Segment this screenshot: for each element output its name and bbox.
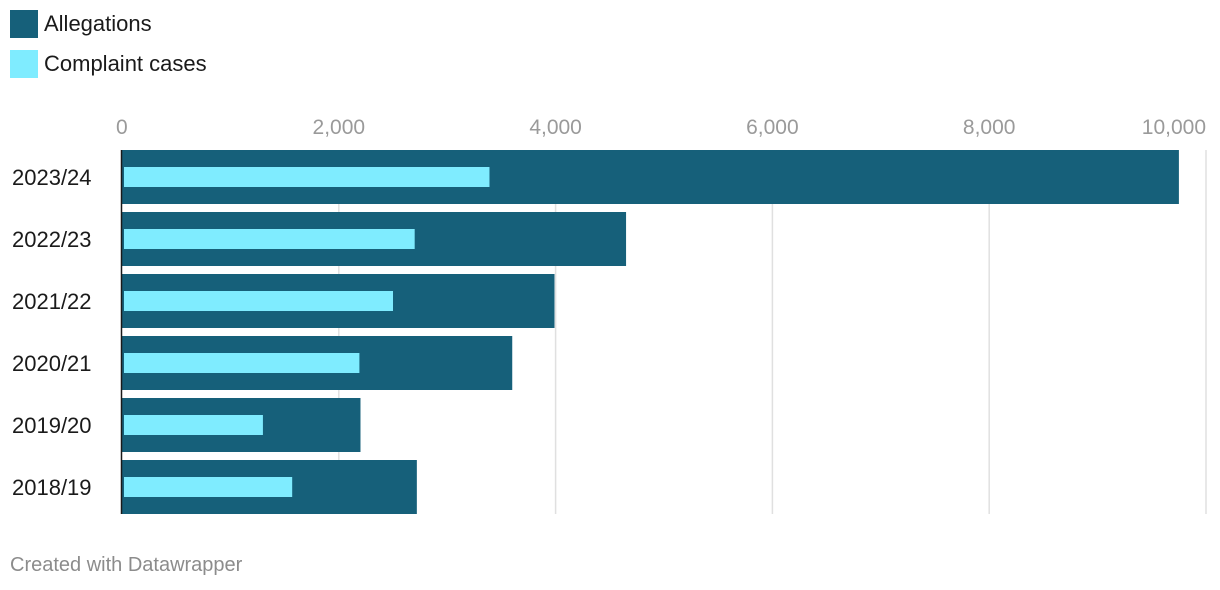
bar-complaint-cases <box>124 229 415 249</box>
category-label: 2023/24 <box>12 165 92 190</box>
bar-complaint-cases <box>124 415 263 435</box>
footer-credit: Created with Datawrapper <box>10 554 243 576</box>
bar-complaint-cases <box>124 167 490 187</box>
x-tick-label: 0 <box>116 116 128 139</box>
x-tick-label: 6,000 <box>746 116 799 139</box>
x-tick-label: 8,000 <box>963 116 1016 139</box>
category-label: 2020/21 <box>12 351 92 376</box>
legend-label-complaint-cases: Complaint cases <box>44 51 207 76</box>
category-label: 2018/19 <box>12 475 92 500</box>
category-label: 2019/20 <box>12 413 92 438</box>
legend-swatch-allegations <box>10 10 38 38</box>
legend-item-allegations: Allegations <box>10 10 207 38</box>
bar-complaint-cases <box>124 353 360 373</box>
x-tick-label: 4,000 <box>529 116 582 139</box>
bar-chart: 0 2,000 4,000 6,000 8,000 10,000 2023/24 2022/2… <box>12 116 1207 514</box>
legend-label-allegations: Allegations <box>44 11 152 36</box>
bar-complaint-cases <box>124 291 393 311</box>
bar-complaint-cases <box>124 477 293 497</box>
legend: Allegations Complaint cases <box>10 10 207 90</box>
x-tick-label: 2,000 <box>313 116 366 139</box>
legend-item-complaint-cases: Complaint cases <box>10 50 207 78</box>
category-label: 2022/23 <box>12 227 92 252</box>
category-label: 2021/22 <box>12 289 92 314</box>
legend-swatch-complaint-cases <box>10 50 38 78</box>
x-tick-label: 10,000 <box>1142 116 1206 139</box>
